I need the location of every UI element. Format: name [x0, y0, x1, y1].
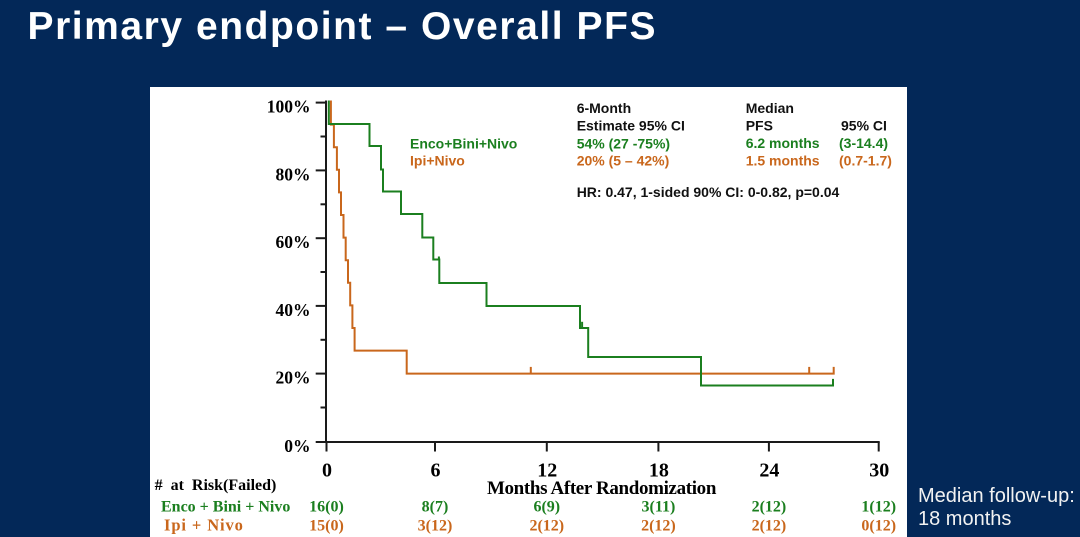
- svg-text:8(7): 8(7): [422, 499, 449, 516]
- svg-text:Ipi + Nivo: Ipi + Nivo: [164, 516, 244, 535]
- svg-text:18: 18: [649, 460, 669, 482]
- svg-text:6-Month: 6-Month: [577, 100, 631, 116]
- svg-text:95% CI: 95% CI: [841, 117, 887, 133]
- svg-text:Enco + Bini + Nivo: Enco + Bini + Nivo: [161, 499, 290, 516]
- svg-text:1(12): 1(12): [861, 499, 896, 516]
- svg-text:Months After Randomization: Months After Randomization: [487, 478, 717, 499]
- svg-text:1.5 months: 1.5 months: [746, 152, 820, 168]
- svg-text:12: 12: [537, 460, 557, 482]
- svg-text:80%: 80%: [276, 164, 311, 184]
- svg-text:20%: 20%: [276, 368, 311, 388]
- svg-text:# at Risk(Failed): # at Risk(Failed): [155, 477, 277, 494]
- svg-text:6.2 months: 6.2 months: [746, 135, 820, 151]
- svg-text:2(12): 2(12): [529, 518, 564, 535]
- svg-text:0: 0: [322, 460, 332, 482]
- svg-text:6(9): 6(9): [533, 499, 560, 516]
- svg-text:60%: 60%: [276, 232, 311, 252]
- svg-text:2(12): 2(12): [752, 499, 787, 516]
- svg-text:20% (5 – 42%): 20% (5 – 42%): [577, 152, 670, 168]
- svg-text:Estimate 95% CI: Estimate 95% CI: [577, 117, 685, 133]
- svg-text:(3-14.4): (3-14.4): [839, 135, 888, 151]
- svg-text:40%: 40%: [276, 300, 311, 320]
- svg-text:24: 24: [759, 460, 779, 482]
- svg-text:3(12): 3(12): [418, 518, 453, 535]
- svg-text:0%: 0%: [284, 436, 310, 456]
- svg-text:HR: 0.47, 1-sided 90% CI: 0-0.: HR: 0.47, 1-sided 90% CI: 0-0.82, p=0.04: [577, 184, 840, 200]
- svg-text:15(0): 15(0): [309, 518, 344, 535]
- svg-text:Ipi+Nivo: Ipi+Nivo: [410, 153, 465, 169]
- svg-text:PFS: PFS: [746, 117, 773, 133]
- svg-text:16(0): 16(0): [309, 499, 344, 516]
- svg-text:6: 6: [431, 460, 441, 482]
- svg-text:3(11): 3(11): [642, 499, 676, 516]
- svg-text:30: 30: [869, 460, 889, 482]
- svg-text:Enco+Bini+Nivo: Enco+Bini+Nivo: [410, 136, 517, 152]
- svg-text:(0.7-1.7): (0.7-1.7): [839, 152, 892, 168]
- svg-text:100%: 100%: [267, 97, 311, 117]
- svg-text:Median: Median: [746, 100, 794, 116]
- svg-text:2(12): 2(12): [641, 518, 676, 535]
- svg-text:0(12): 0(12): [861, 518, 896, 535]
- svg-text:2(12): 2(12): [752, 518, 787, 535]
- svg-text:54% (27 -75%): 54% (27 -75%): [577, 136, 670, 152]
